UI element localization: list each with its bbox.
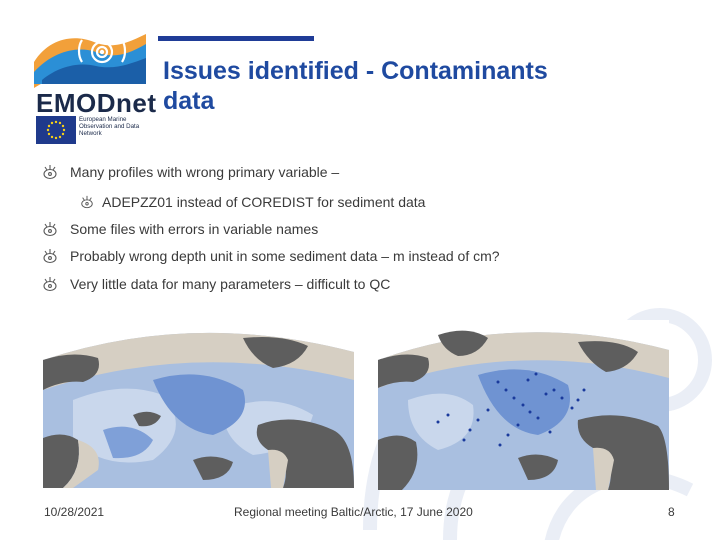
bullet-glyph-icon bbox=[43, 249, 57, 264]
bullet-item: Probably wrong depth unit in some sedime… bbox=[40, 248, 500, 264]
bullet-text: ADEPZZ01 instead of COREDIST for sedimen… bbox=[102, 194, 426, 210]
bullet-glyph-icon bbox=[43, 222, 57, 237]
bullet-text: Probably wrong depth unit in some sedime… bbox=[70, 248, 500, 264]
bullet-text: Many profiles with wrong primary variabl… bbox=[70, 164, 340, 180]
emodnet-wave-logo-icon bbox=[34, 34, 146, 88]
logo-brand-text: EMODnet bbox=[36, 88, 157, 118]
map-image bbox=[378, 330, 669, 490]
title-rule bbox=[158, 36, 314, 41]
bullet-glyph-icon bbox=[43, 165, 57, 180]
bullet-item: Very little data for many parameters – d… bbox=[40, 276, 390, 292]
slide-title-line-2: data bbox=[163, 87, 215, 115]
emodnet-logo: EMODnet European Marine Observation and … bbox=[30, 32, 156, 147]
footer-page-number: 8 bbox=[668, 505, 675, 519]
bullet-item-sub: ADEPZZ01 instead of COREDIST for sedimen… bbox=[78, 194, 425, 210]
bullet-item: Many profiles with wrong primary variabl… bbox=[40, 164, 339, 180]
slide-title-line-1: Issues identified - Contaminants bbox=[163, 57, 548, 85]
arctic-bathymetry-map-right-with-stations bbox=[378, 320, 669, 490]
bullet-glyph-icon bbox=[43, 277, 57, 292]
eu-flag-icon bbox=[36, 116, 76, 144]
logo-subtitle: European Marine Observation and Data Net… bbox=[79, 116, 140, 137]
bullet-text: Some files with errors in variable names bbox=[70, 221, 319, 237]
bullet-glyph-icon bbox=[81, 195, 93, 209]
footer-date: 10/28/2021 bbox=[44, 505, 105, 519]
bullet-text: Very little data for many parameters – d… bbox=[70, 276, 391, 292]
bullet-item: Some files with errors in variable names bbox=[40, 221, 318, 237]
map-image bbox=[43, 332, 354, 488]
arctic-bathymetry-map-left bbox=[43, 320, 354, 488]
footer-meeting: Regional meeting Baltic/Arctic, 17 June … bbox=[234, 505, 473, 519]
slide-title: Issues identified - Contaminants data bbox=[163, 56, 683, 116]
